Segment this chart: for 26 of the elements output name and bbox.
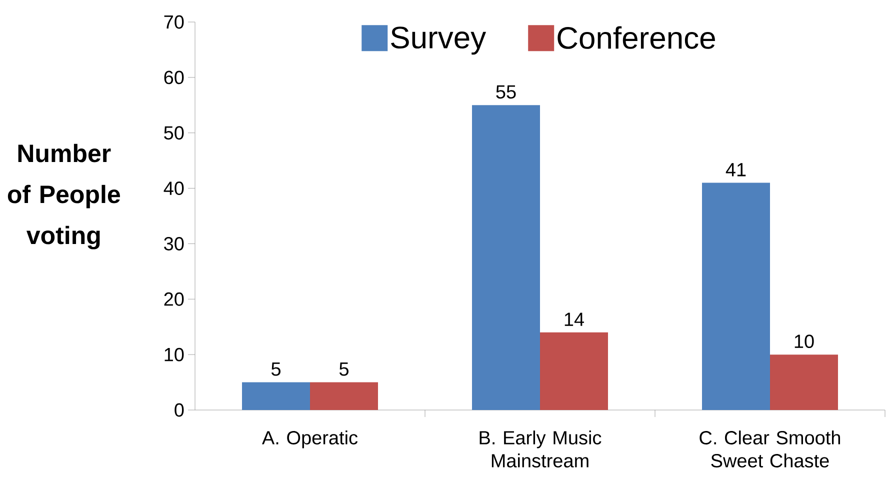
x-tick-label: C. Clear Smooth Sweet Chaste <box>700 430 840 468</box>
data-label: 14 <box>564 312 584 326</box>
y-tick-label: 30 <box>164 236 184 250</box>
bar <box>540 332 608 410</box>
bar <box>770 354 838 410</box>
y-tick-label: 70 <box>164 15 184 29</box>
data-label: 10 <box>794 334 814 348</box>
y-tick-label: 20 <box>164 292 184 306</box>
data-label: 41 <box>726 163 746 176</box>
y-tick-label: 0 <box>174 403 184 417</box>
y-tick-label: 50 <box>164 126 184 140</box>
y-tick-label: 60 <box>164 70 184 84</box>
legend-label: Conference <box>558 26 715 49</box>
y-axis-title: Number of People voting <box>8 144 120 250</box>
x-tick-label: B. Early Music Mainstream <box>480 430 602 468</box>
data-label: 5 <box>271 362 280 376</box>
x-tick-label: A. Operatic <box>262 430 358 448</box>
y-tick-label: 40 <box>164 182 184 196</box>
data-label: 5 <box>339 362 348 376</box>
bar <box>242 382 310 410</box>
y-tick-label: 10 <box>164 348 184 362</box>
bar <box>702 182 770 410</box>
bar <box>472 105 540 410</box>
data-label: 55 <box>496 85 516 99</box>
legend-label: Survey <box>391 26 486 55</box>
bar <box>310 382 378 410</box>
